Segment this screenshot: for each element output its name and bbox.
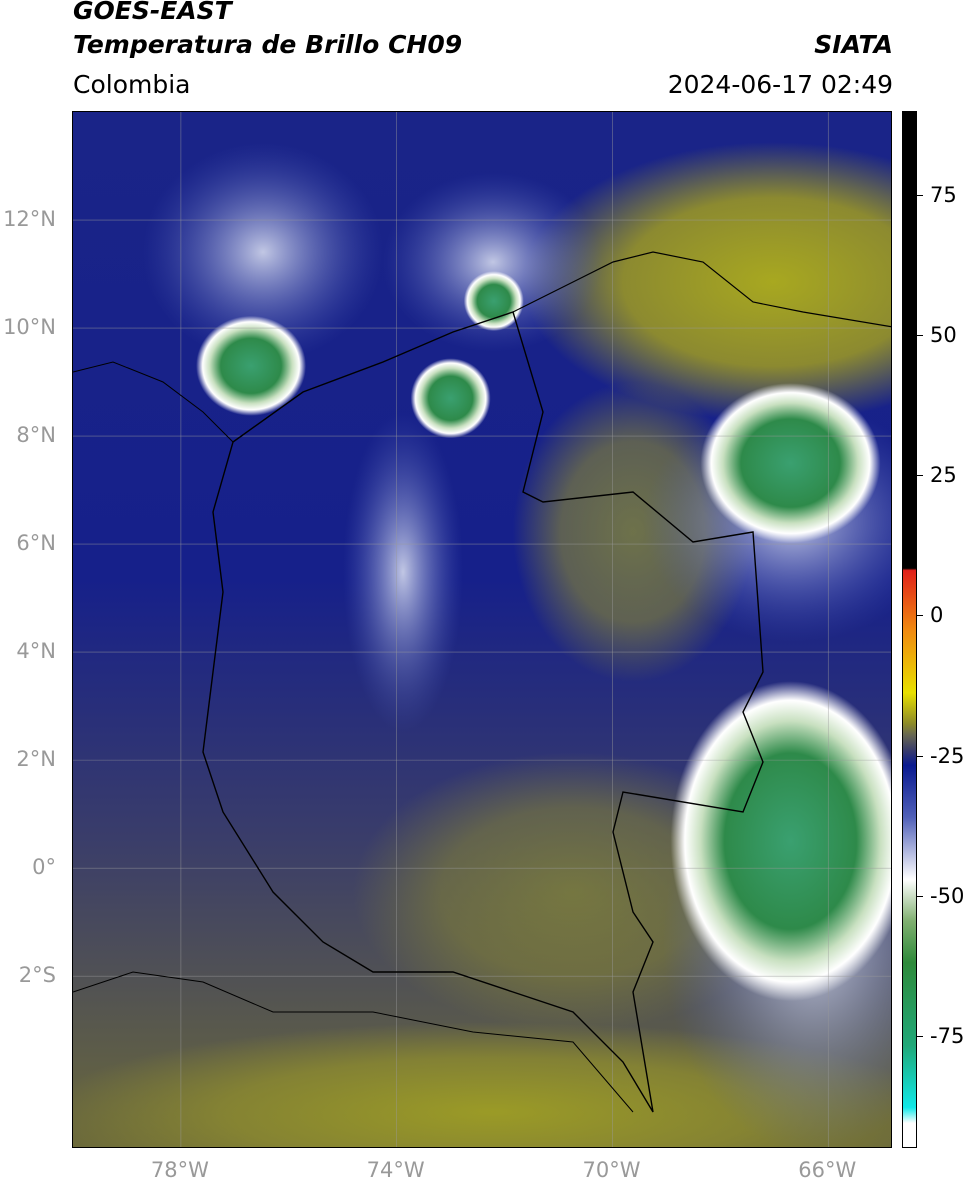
map-panel — [72, 111, 892, 1148]
colorbar-tick — [917, 335, 923, 337]
panama-coast — [73, 361, 234, 443]
colorbar — [902, 111, 917, 1148]
colorbar-tick — [917, 615, 923, 617]
lon-tick-label: 70°W — [582, 1158, 641, 1182]
colorbar-tick — [917, 895, 923, 897]
lon-tick-label: 66°W — [798, 1158, 857, 1182]
colorbar-tick-label: -50 — [930, 883, 965, 908]
lon-tick-label: 74°W — [366, 1158, 425, 1182]
lat-tick-label: 8°N — [16, 423, 56, 448]
lat-tick-label: 6°N — [16, 531, 56, 556]
colorbar-tick — [917, 195, 923, 197]
colorbar-tick — [917, 475, 923, 477]
cloud-wisp-nw — [143, 142, 383, 362]
colorbar-tick-label: 50 — [930, 323, 957, 348]
lat-tick-label: 0° — [32, 855, 56, 880]
lon-tick-label: 78°W — [150, 1158, 209, 1182]
cold-cloud-core-2 — [463, 271, 524, 332]
datetime-label: 2024-06-17 02:49 — [667, 70, 893, 99]
cloud-wisp-andes — [343, 412, 463, 732]
lat-tick-label: 2°S — [18, 963, 56, 988]
title-product: Temperatura de Brillo CH09 — [73, 30, 463, 59]
lat-tick-label: 4°N — [16, 639, 56, 664]
colorbar-tick-label: -25 — [930, 743, 965, 768]
lat-tick-label: 10°N — [3, 315, 56, 340]
colorbar-tick — [917, 755, 923, 757]
colorbar-tick — [917, 1035, 923, 1037]
colorbar-tick-label: -75 — [930, 1023, 965, 1048]
colorbar-ramp — [903, 112, 916, 1147]
colombia-border — [202, 311, 764, 1113]
ecuador-peru-border — [73, 971, 634, 1113]
cold-cloud-core-1 — [410, 358, 491, 439]
colorbar-tick-label: 75 — [930, 183, 957, 208]
colorbar-tick-label: 0 — [930, 603, 944, 628]
lat-tick-label: 12°N — [3, 207, 56, 232]
cold-cloud-core-3 — [700, 383, 881, 544]
region-label: Colombia — [73, 70, 191, 99]
title-satellite: GOES-EAST — [73, 0, 232, 25]
agency-label: SIATA — [814, 30, 893, 59]
warm-region-caribbean — [523, 142, 891, 422]
colorbar-tick-label: 25 — [930, 463, 957, 488]
cold-cloud-core-4 — [670, 681, 891, 1002]
lat-tick-label: 2°N — [16, 747, 56, 772]
cloud-wisp-north — [383, 172, 603, 352]
venezuela-coast — [512, 251, 891, 328]
cold-cloud-core-0 — [196, 315, 307, 416]
brightness-temperature-map — [73, 112, 891, 1147]
